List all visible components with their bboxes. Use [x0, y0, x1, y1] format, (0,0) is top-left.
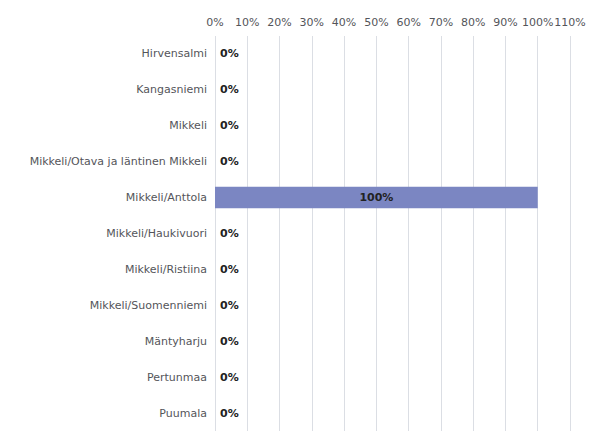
svg-text:0%: 0% — [220, 119, 239, 132]
svg-text:Mikkeli: Mikkeli — [169, 119, 207, 132]
svg-text:0%: 0% — [206, 16, 223, 29]
svg-text:Mikkeli/Anttola: Mikkeli/Anttola — [126, 191, 207, 204]
svg-text:Hirvensalmi: Hirvensalmi — [142, 47, 207, 60]
svg-text:30%: 30% — [300, 16, 324, 29]
svg-text:20%: 20% — [267, 16, 291, 29]
svg-text:0%: 0% — [220, 227, 239, 240]
svg-text:0%: 0% — [220, 371, 239, 384]
svg-text:Mäntyharju: Mäntyharju — [145, 335, 207, 348]
svg-text:Puumala: Puumala — [159, 407, 207, 420]
svg-text:0%: 0% — [220, 335, 239, 348]
svg-text:Mikkeli/Ristiina: Mikkeli/Ristiina — [125, 263, 207, 276]
svg-text:70%: 70% — [429, 16, 453, 29]
svg-text:Kangasniemi: Kangasniemi — [136, 83, 207, 96]
svg-text:0%: 0% — [220, 83, 239, 96]
svg-text:40%: 40% — [332, 16, 356, 29]
svg-text:60%: 60% — [396, 16, 420, 29]
svg-text:Pertunmaa: Pertunmaa — [147, 371, 207, 384]
svg-text:Mikkeli/Otava ja läntinen Mikk: Mikkeli/Otava ja läntinen Mikkeli — [30, 155, 207, 168]
svg-text:100%: 100% — [522, 16, 553, 29]
svg-text:0%: 0% — [220, 47, 239, 60]
svg-text:80%: 80% — [461, 16, 485, 29]
svg-text:50%: 50% — [364, 16, 388, 29]
svg-text:Mikkeli/Haukivuori: Mikkeli/Haukivuori — [106, 227, 207, 240]
svg-text:0%: 0% — [220, 263, 239, 276]
svg-text:90%: 90% — [493, 16, 517, 29]
svg-text:0%: 0% — [220, 407, 239, 420]
svg-text:10%: 10% — [235, 16, 259, 29]
svg-text:110%: 110% — [554, 16, 585, 29]
svg-text:0%: 0% — [220, 155, 239, 168]
svg-text:Mikkeli/Suomenniemi: Mikkeli/Suomenniemi — [90, 299, 207, 312]
svg-text:0%: 0% — [220, 299, 239, 312]
svg-text:100%: 100% — [359, 191, 393, 204]
